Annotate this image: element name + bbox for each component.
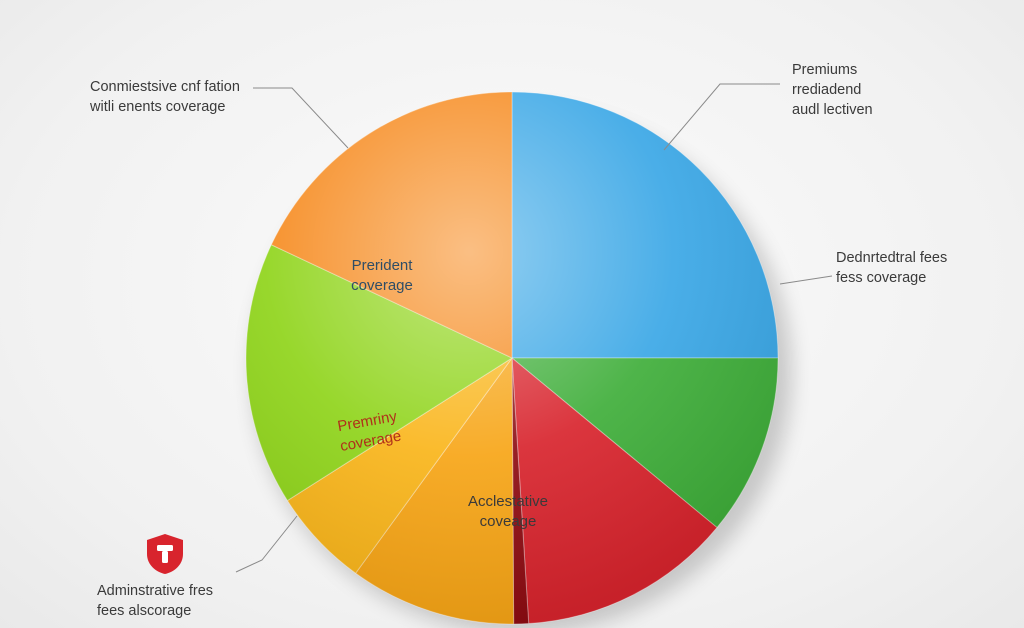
pie-slices <box>245 91 779 625</box>
callout-leader-line <box>779 275 833 285</box>
callout-top-right: Premiums rrediadend audl lectiven <box>792 60 873 120</box>
callout-line: Adminstrative fres <box>97 583 214 599</box>
callout-leader-line <box>235 515 298 573</box>
pie-slice <box>511 91 779 359</box>
callout-leader-line <box>663 83 780 151</box>
callout-line: fees alscorage <box>97 603 192 619</box>
callout-line: fess coverage <box>836 270 927 286</box>
callout-leaders <box>235 83 833 573</box>
callout-leader-line <box>253 87 349 149</box>
callout-line: Dednrtedtral fees <box>836 250 948 266</box>
slice-label: Acclestative coveage <box>468 493 548 530</box>
shield-icon <box>147 534 183 574</box>
callout-right: Dednrtedtral fees fess coverage <box>836 248 947 288</box>
callout-top-left: Conmiestsive cnf fation witli enents cov… <box>90 77 240 117</box>
callout-line: Premiums <box>792 62 858 78</box>
callout-line: rrediadend <box>792 82 862 98</box>
slice-label: Prerident coverage <box>351 257 413 294</box>
callout-bottom-left: Adminstrative fres fees alscorage <box>97 581 213 621</box>
callout-line: witli enents coverage <box>90 99 226 115</box>
callout-line: audl lectiven <box>792 102 873 118</box>
callout-line: Conmiestsive cnf fation <box>90 79 240 95</box>
